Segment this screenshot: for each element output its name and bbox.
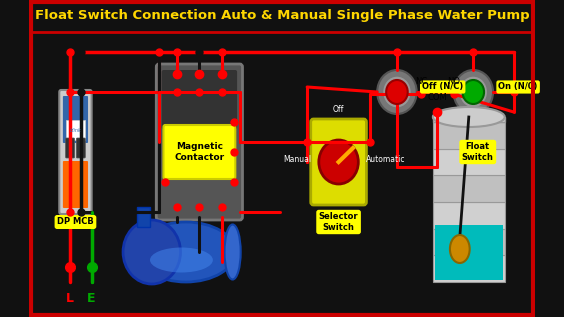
Circle shape xyxy=(123,220,180,284)
Text: COM: COM xyxy=(428,93,447,102)
Text: blink: blink xyxy=(69,127,81,133)
Text: Magnetic
Contactor: Magnetic Contactor xyxy=(174,142,224,162)
Text: E: E xyxy=(87,293,96,306)
Circle shape xyxy=(319,140,358,184)
Ellipse shape xyxy=(150,248,213,273)
Ellipse shape xyxy=(450,235,470,263)
Bar xyxy=(433,122,505,149)
FancyBboxPatch shape xyxy=(63,96,88,143)
Text: Selector
Switch: Selector Switch xyxy=(319,212,358,232)
Circle shape xyxy=(377,70,417,114)
Circle shape xyxy=(382,76,411,108)
Ellipse shape xyxy=(136,222,235,282)
Ellipse shape xyxy=(224,224,241,280)
Bar xyxy=(433,202,505,229)
Text: NO: NO xyxy=(447,77,460,86)
FancyBboxPatch shape xyxy=(156,64,243,220)
Circle shape xyxy=(453,70,493,114)
Text: On (N/0): On (N/0) xyxy=(499,82,538,92)
FancyBboxPatch shape xyxy=(59,90,91,214)
Bar xyxy=(433,175,505,202)
Circle shape xyxy=(462,80,484,104)
Text: Float
Switch: Float Switch xyxy=(462,142,494,162)
Text: N: N xyxy=(76,293,86,306)
Circle shape xyxy=(386,80,408,104)
Text: Manual: Manual xyxy=(284,156,312,165)
Bar xyxy=(433,117,505,122)
Text: Off: Off xyxy=(333,106,344,114)
Text: NC: NC xyxy=(415,77,428,86)
Bar xyxy=(435,225,503,280)
FancyBboxPatch shape xyxy=(311,119,367,205)
Bar xyxy=(433,255,505,282)
Bar xyxy=(433,149,505,175)
Text: DP MCB: DP MCB xyxy=(57,217,94,227)
Ellipse shape xyxy=(433,107,505,127)
Text: Automatic: Automatic xyxy=(365,156,405,165)
Bar xyxy=(29,0,535,32)
Bar xyxy=(433,229,505,255)
Text: Float Switch Connection Auto & Manual Single Phase Water Pump: Float Switch Connection Auto & Manual Si… xyxy=(35,10,529,23)
FancyBboxPatch shape xyxy=(76,138,85,158)
Text: Off (N/C): Off (N/C) xyxy=(422,82,464,92)
Circle shape xyxy=(459,76,488,108)
FancyBboxPatch shape xyxy=(65,120,85,140)
FancyBboxPatch shape xyxy=(164,125,235,179)
FancyBboxPatch shape xyxy=(63,161,88,208)
FancyBboxPatch shape xyxy=(162,70,237,129)
Text: L: L xyxy=(66,293,74,306)
Bar xyxy=(136,207,150,227)
FancyBboxPatch shape xyxy=(65,138,74,158)
